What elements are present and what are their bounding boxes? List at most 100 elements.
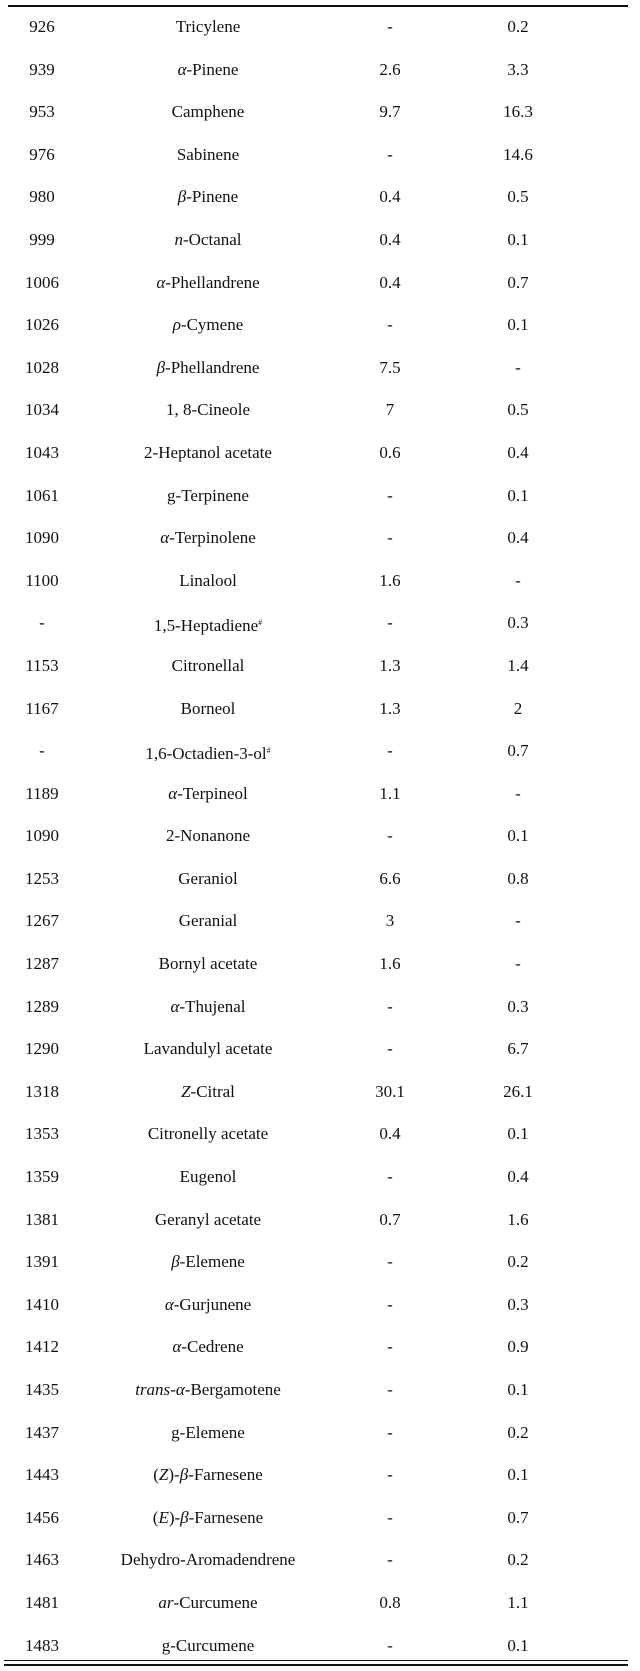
compound-name-cell: 1,6-Octadien-3-ol#: [88, 730, 328, 773]
table-row: 976 Sabinene - 14.6: [0, 134, 640, 177]
compound-name-cell: Geranyl acetate: [88, 1199, 328, 1242]
retention-index-cell: 1437: [25, 1422, 59, 1442]
table-row: 1090 α-Terpinolene - 0.4: [0, 517, 640, 560]
name-part: 1, 8-Cineole: [165, 400, 251, 420]
compound-name-cell: 2-Nonanone: [88, 815, 328, 858]
table-row: 1463 Dehydro-Aromadendrene - 0.2: [0, 1539, 640, 1582]
name-part: -Phellandrene: [165, 357, 260, 377]
compound-name-cell: Geraniol: [88, 858, 328, 901]
name-part: -Phellandrene: [165, 272, 260, 292]
value-cell-b: 1.1: [507, 1592, 529, 1612]
table-row: 1391 β-Elemene - 0.2: [0, 1241, 640, 1284]
value-cell-a: -: [387, 1294, 393, 1314]
value-cell-b: 0.2: [507, 17, 529, 36]
retention-index-cell: 1090: [25, 826, 59, 846]
value-cell-b: 0.1: [507, 485, 529, 505]
retention-index-cell: 1391: [25, 1252, 59, 1272]
retention-index-cell: 1289: [25, 996, 59, 1016]
value-cell-b: 0.7: [507, 272, 529, 292]
retention-index-cell: 1481: [25, 1592, 59, 1612]
compound-name-cell: Camphene: [88, 91, 328, 134]
name-part: Geranial: [178, 911, 238, 931]
table-row: 1435 trans-α-Bergamotene -0.1: [0, 1369, 640, 1412]
value-cell-a: -: [387, 1550, 393, 1570]
compound-name-cell: Dehydro-Aromadendrene: [88, 1539, 328, 1582]
value-cell-b: 14.6: [503, 144, 533, 164]
retention-index-cell: 1153: [25, 655, 59, 675]
table-row: 1443 (Z)-β-Farnesene - 0.1: [0, 1454, 640, 1497]
table-row: 1353 Citronelly acetate 0.4 0.1: [0, 1113, 640, 1156]
compound-name-cell: α-Phellandrene: [88, 262, 328, 305]
retention-index-cell: 1443: [25, 1465, 59, 1485]
table-row: - 1,5-Heptadiene# - 0.3: [0, 602, 640, 645]
value-cell-b: 0.3: [507, 1294, 529, 1314]
compound-name-cell: α-Gurjunene: [88, 1284, 328, 1327]
compound-name-cell: Bornyl acetate: [88, 943, 328, 986]
retention-index-cell: 1006: [25, 272, 59, 292]
name-part: β: [177, 187, 187, 207]
name-part: α: [172, 1337, 182, 1357]
table-row: 939 α-Pinene 2.6 3.3: [0, 49, 640, 92]
name-part: -Citral: [190, 1081, 235, 1101]
table-row: 1481 ar-Curcumene 0.8 1.1: [0, 1582, 640, 1625]
retention-index-cell: 1463: [25, 1550, 59, 1570]
value-cell-b: 0.4: [507, 442, 529, 462]
compound-name-cell: (E)-β-Farnesene: [88, 1497, 328, 1540]
table-row: 1267 Geranial 3 -: [0, 900, 640, 943]
compound-name-cell: n-Octanal: [88, 219, 328, 262]
retention-index-cell: 1061: [25, 485, 59, 505]
name-part: -Terpinolene: [169, 528, 256, 548]
table-row: 1167 Borneol 1.3 2: [0, 688, 640, 731]
compound-name-cell: α-Terpineol: [88, 773, 328, 816]
value-cell-b: 26.1: [503, 1081, 533, 1101]
value-cell-a: 1.3: [379, 698, 401, 718]
name-part: Z: [181, 1081, 191, 1101]
retention-index-cell: 976: [29, 144, 55, 164]
table-row: 1061 g-Terpinene - 0.1: [0, 475, 640, 518]
retention-index-cell: 1359: [25, 1167, 59, 1187]
footnote-mark: #: [266, 746, 271, 756]
name-part: g-Elemene: [171, 1422, 245, 1442]
value-cell-b: 0.2: [507, 1422, 529, 1442]
retention-index-cell: 1267: [25, 911, 59, 931]
retention-index-cell: 1412: [25, 1337, 59, 1357]
name-part: Geranyl acetate: [154, 1209, 262, 1229]
name-part: -Gurjunene: [173, 1294, 252, 1314]
value-cell-b: 0.1: [507, 1635, 529, 1655]
value-cell-a: 3: [385, 911, 395, 931]
compound-name-cell: β-Phellandrene: [88, 347, 328, 390]
name-part: Bornyl acetate: [158, 954, 258, 974]
name-part: α: [160, 528, 170, 548]
value-cell-b: 0.3: [507, 996, 529, 1016]
value-cell-a: -: [387, 741, 393, 761]
table-row: 1412 α-Cedrene - 0.9: [0, 1326, 640, 1369]
name-part: ρ: [172, 315, 181, 335]
compound-name-cell: Eugenol: [88, 1156, 328, 1199]
value-cell-b: 0.5: [507, 187, 529, 207]
table-row: 1026 ρ-Cymene - 0.1: [0, 304, 640, 347]
table-bottom-rule: [4, 1660, 628, 1661]
table-row: 1287 Bornyl acetate 1.6 -: [0, 943, 640, 986]
retention-index-cell: 1167: [25, 698, 59, 718]
compound-name-cell: Citronellal: [88, 645, 328, 688]
retention-index-cell: 953: [29, 102, 55, 122]
table-row: 1410 α-Gurjunene - 0.3: [0, 1284, 640, 1327]
value-cell-a: 9.7: [379, 102, 401, 122]
compound-name-cell: 1,5-Heptadiene#: [88, 602, 328, 645]
value-cell-b: 1.4: [507, 655, 529, 675]
compound-name-cell: β-Elemene: [88, 1241, 328, 1284]
value-cell-b: 0.1: [507, 1124, 529, 1144]
value-cell-a: 6.6: [379, 868, 401, 888]
value-cell-a: 1.6: [379, 954, 401, 974]
table-row: 1381 Geranyl acetate 0.7 1.6: [0, 1199, 640, 1242]
value-cell-a: -: [387, 315, 393, 335]
name-part: 1,6-Octadien-3-ol: [145, 744, 267, 764]
name-part: -Bergamotene: [184, 1380, 281, 1399]
compound-name-cell: α-Terpinolene: [88, 517, 328, 560]
value-cell-b: 0.1: [507, 315, 529, 335]
value-cell-a: 0.6: [379, 442, 401, 462]
value-cell-a: 0.4: [379, 272, 401, 292]
compound-name-cell: α-Pinene: [88, 49, 328, 92]
compound-name-cell: Geranial: [88, 900, 328, 943]
value-cell-a: 0.4: [379, 229, 401, 249]
